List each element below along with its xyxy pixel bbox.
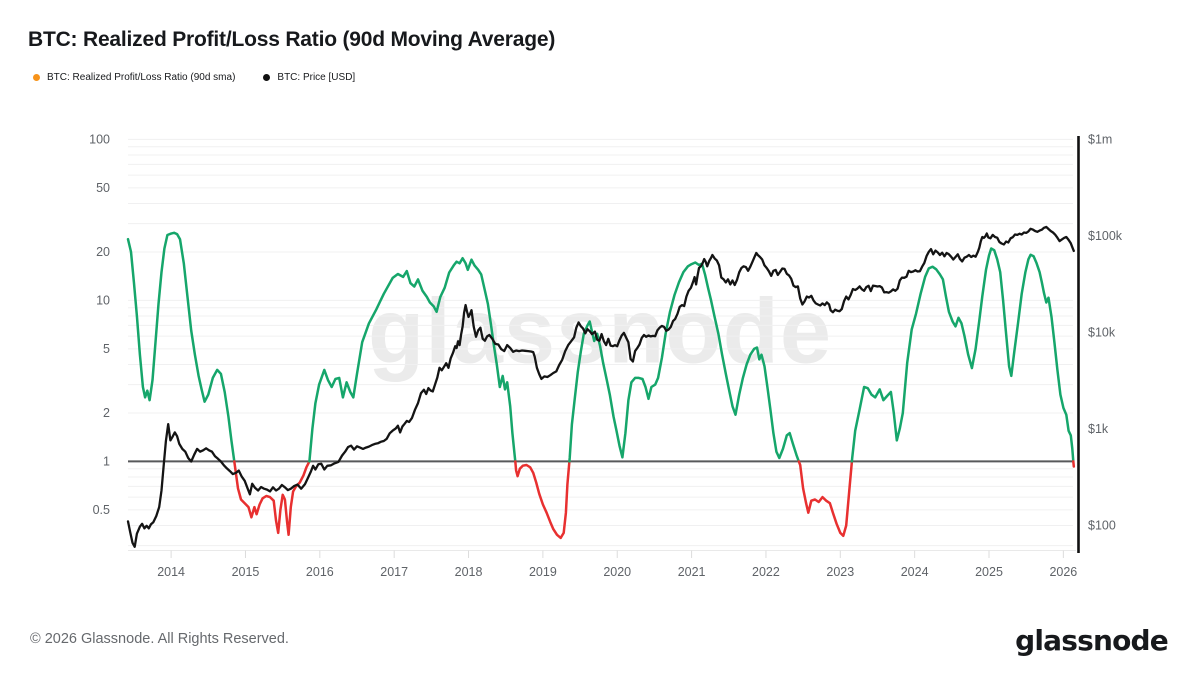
x-axis-tick-label: 2016: [306, 565, 334, 579]
ratio-line-below-1: [233, 460, 311, 537]
legend-dot-price-icon: [263, 74, 271, 81]
left-axis-tick-label: 50: [96, 181, 110, 195]
ratio-line-above-1: [568, 261, 801, 463]
left-axis-tick-label: 20: [96, 245, 110, 259]
left-axis-tick-label: 5: [103, 342, 110, 356]
left-axis-tick-label: 10: [96, 293, 110, 307]
right-axis-tick-label: $1m: [1088, 132, 1112, 146]
left-axis-tick-label: 0.5: [93, 503, 110, 517]
right-axis-tick-label: $1k: [1088, 422, 1109, 436]
chart-legend: BTC: Realized Profit/Loss Ratio (90d sma…: [33, 72, 355, 83]
ratio-line-below-1: [1072, 460, 1076, 468]
ratio-line-above-1: [850, 247, 1075, 463]
x-axis-tick-label: 2026: [1049, 565, 1077, 579]
ratio-line-above-1: [308, 256, 517, 463]
ratio-line-below-1: [797, 460, 854, 538]
copyright-text: © 2026 Glassnode. All Rights Reserved.: [30, 631, 289, 647]
x-axis-tick-label: 2024: [901, 565, 929, 579]
x-axis-tick-label: 2019: [529, 565, 557, 579]
x-axis-tick-label: 2020: [603, 565, 631, 579]
left-axis-tick-label: 1: [103, 454, 110, 468]
right-axis-tick-label: $100: [1088, 518, 1116, 532]
price-line: [126, 225, 1075, 548]
right-axis-tick-label: $10k: [1088, 325, 1116, 339]
x-axis-tick-label: 2022: [752, 565, 780, 579]
ratio-line-below-1: [514, 460, 571, 540]
legend-item-ratio[interactable]: BTC: Realized Profit/Loss Ratio (90d sma…: [33, 72, 235, 83]
legend-dot-ratio-icon: [33, 74, 40, 81]
x-axis-tick-label: 2015: [232, 565, 260, 579]
legend-label-ratio: BTC: Realized Profit/Loss Ratio (90d sma…: [47, 72, 236, 83]
ratio-line-above-1: [126, 231, 236, 463]
x-axis-tick-label: 2025: [975, 565, 1003, 579]
right-axis-tick-label: $100k: [1088, 229, 1123, 243]
page-title: BTC: Realized Profit/Loss Ratio (90d Mov…: [28, 28, 556, 51]
x-axis-tick-label: 2018: [455, 565, 483, 579]
legend-item-price[interactable]: BTC: Price [USD]: [263, 72, 355, 83]
left-axis-tick-label: 100: [89, 132, 110, 146]
x-axis-tick-label: 2017: [380, 565, 408, 579]
left-axis-tick-label: 2: [103, 406, 110, 420]
x-axis-tick-label: 2023: [826, 565, 854, 579]
legend-label-price: BTC: Price [USD]: [277, 72, 356, 83]
x-axis-tick-label: 2021: [678, 565, 706, 579]
glassnode-logo: glassnode: [1015, 624, 1169, 657]
x-axis-tick-label: 2014: [157, 565, 185, 579]
